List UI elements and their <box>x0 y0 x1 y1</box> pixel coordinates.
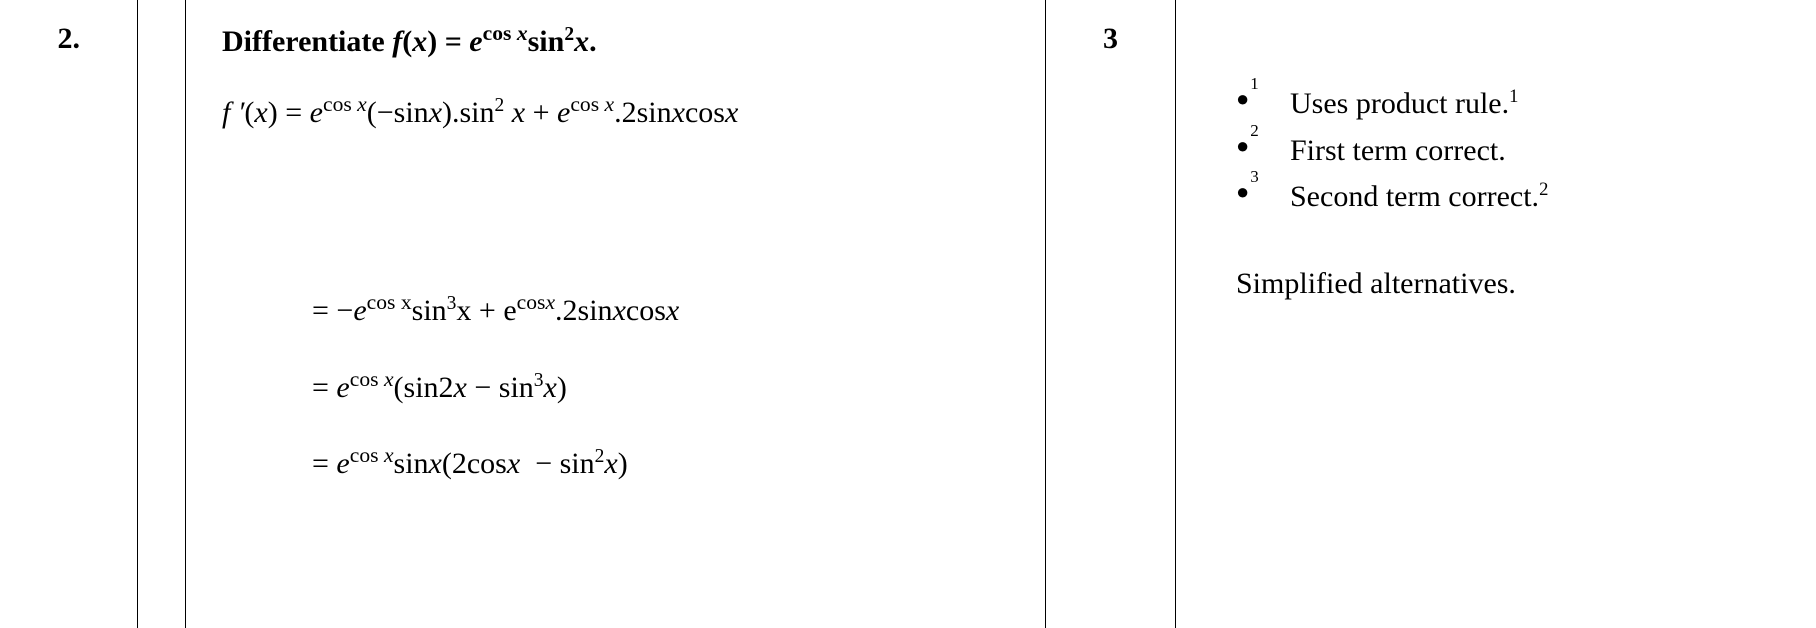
marking-bullet: ●2 First term correct. <box>1236 131 1816 172</box>
solution-line-2: = −ecos xsin3x + ecosx.2sinxcosx <box>222 291 1017 332</box>
marking-bullets: ●1 Uses product rule.1 ●2 First term cor… <box>1236 84 1816 218</box>
solution-gap-small-2 <box>222 416 1017 444</box>
bullet-text: First term correct. <box>1290 131 1506 172</box>
question-number-column: 2. <box>0 0 90 628</box>
marking-bullet: ●3 Second term correct.2 <box>1236 177 1816 218</box>
divider-column-1 <box>90 0 138 628</box>
prompt-rhs: sin2x. <box>528 25 597 58</box>
marks-column: 3 <box>1046 0 1176 628</box>
marking-scheme-row: 2. Differentiate f(x) = ecos xsin2x. f ′… <box>0 0 1816 628</box>
solution-line-4: = ecos xsinx(2cosx − sin2x) <box>222 444 1017 485</box>
solution-gap <box>222 141 1017 291</box>
marks-total: 3 <box>1103 22 1118 55</box>
divider-column-2 <box>138 0 186 628</box>
bullet-marker: ●3 <box>1236 177 1290 207</box>
marking-bullet: ●1 Uses product rule.1 <box>1236 84 1816 125</box>
bullet-text: Second term correct.2 <box>1290 177 1548 218</box>
question-number: 2. <box>58 22 81 55</box>
bullet-text: Uses product rule.1 <box>1290 84 1518 125</box>
prompt-prefix: Differentiate <box>222 25 392 58</box>
prompt-lhs: f(x) = ecos x <box>392 25 527 58</box>
solution-line-1: f ′(x) = ecos x(−sinx).sin2 x + ecos x.2… <box>222 93 1017 134</box>
solution-column: Differentiate f(x) = ecos xsin2x. f ′(x)… <box>186 0 1046 628</box>
solution-line-3: = ecos x(sin2x − sin3x) <box>222 368 1017 409</box>
solution-gap-small-1 <box>222 340 1017 368</box>
marking-notes-column: ●1 Uses product rule.1 ●2 First term cor… <box>1176 0 1816 628</box>
alternatives-note: Simplified alternatives. <box>1236 264 1816 305</box>
bullet-marker: ●2 <box>1236 131 1290 161</box>
bullet-marker: ●1 <box>1236 84 1290 114</box>
question-prompt: Differentiate f(x) = ecos xsin2x. <box>222 22 1017 63</box>
